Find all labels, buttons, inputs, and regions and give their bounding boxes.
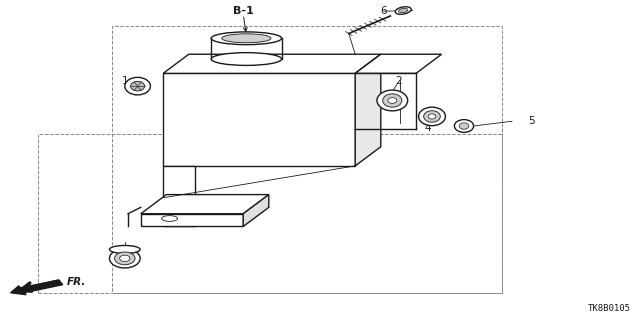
Polygon shape: [355, 54, 381, 166]
Ellipse shape: [109, 246, 140, 253]
Polygon shape: [355, 54, 442, 73]
Ellipse shape: [211, 53, 282, 65]
Text: 2: 2: [395, 76, 401, 86]
Polygon shape: [141, 195, 269, 214]
Bar: [163, 166, 195, 226]
Polygon shape: [163, 73, 355, 166]
Polygon shape: [243, 195, 269, 226]
Ellipse shape: [388, 98, 397, 103]
Ellipse shape: [131, 81, 145, 91]
Ellipse shape: [222, 34, 271, 43]
Bar: [38, 134, 502, 293]
Text: 3: 3: [130, 258, 136, 268]
Ellipse shape: [419, 107, 445, 126]
Text: 6: 6: [381, 6, 387, 16]
Ellipse shape: [162, 216, 178, 221]
Ellipse shape: [377, 90, 408, 111]
Ellipse shape: [460, 123, 468, 129]
Ellipse shape: [399, 8, 408, 13]
Ellipse shape: [115, 252, 135, 265]
Text: TK8B0105: TK8B0105: [588, 304, 630, 313]
Ellipse shape: [120, 255, 130, 262]
Ellipse shape: [125, 77, 150, 95]
Text: 1: 1: [122, 76, 128, 86]
Text: B-1: B-1: [233, 6, 253, 16]
Ellipse shape: [428, 114, 436, 119]
Ellipse shape: [395, 7, 412, 14]
Polygon shape: [163, 54, 381, 73]
Ellipse shape: [211, 32, 282, 45]
Text: FR.: FR.: [67, 277, 86, 287]
Text: 4: 4: [424, 123, 431, 133]
FancyArrow shape: [11, 280, 63, 295]
Ellipse shape: [109, 249, 140, 268]
Ellipse shape: [454, 120, 474, 132]
Ellipse shape: [424, 111, 440, 122]
Bar: [112, 26, 502, 293]
Text: 5: 5: [528, 115, 534, 126]
Bar: [141, 214, 243, 226]
Ellipse shape: [383, 94, 402, 107]
